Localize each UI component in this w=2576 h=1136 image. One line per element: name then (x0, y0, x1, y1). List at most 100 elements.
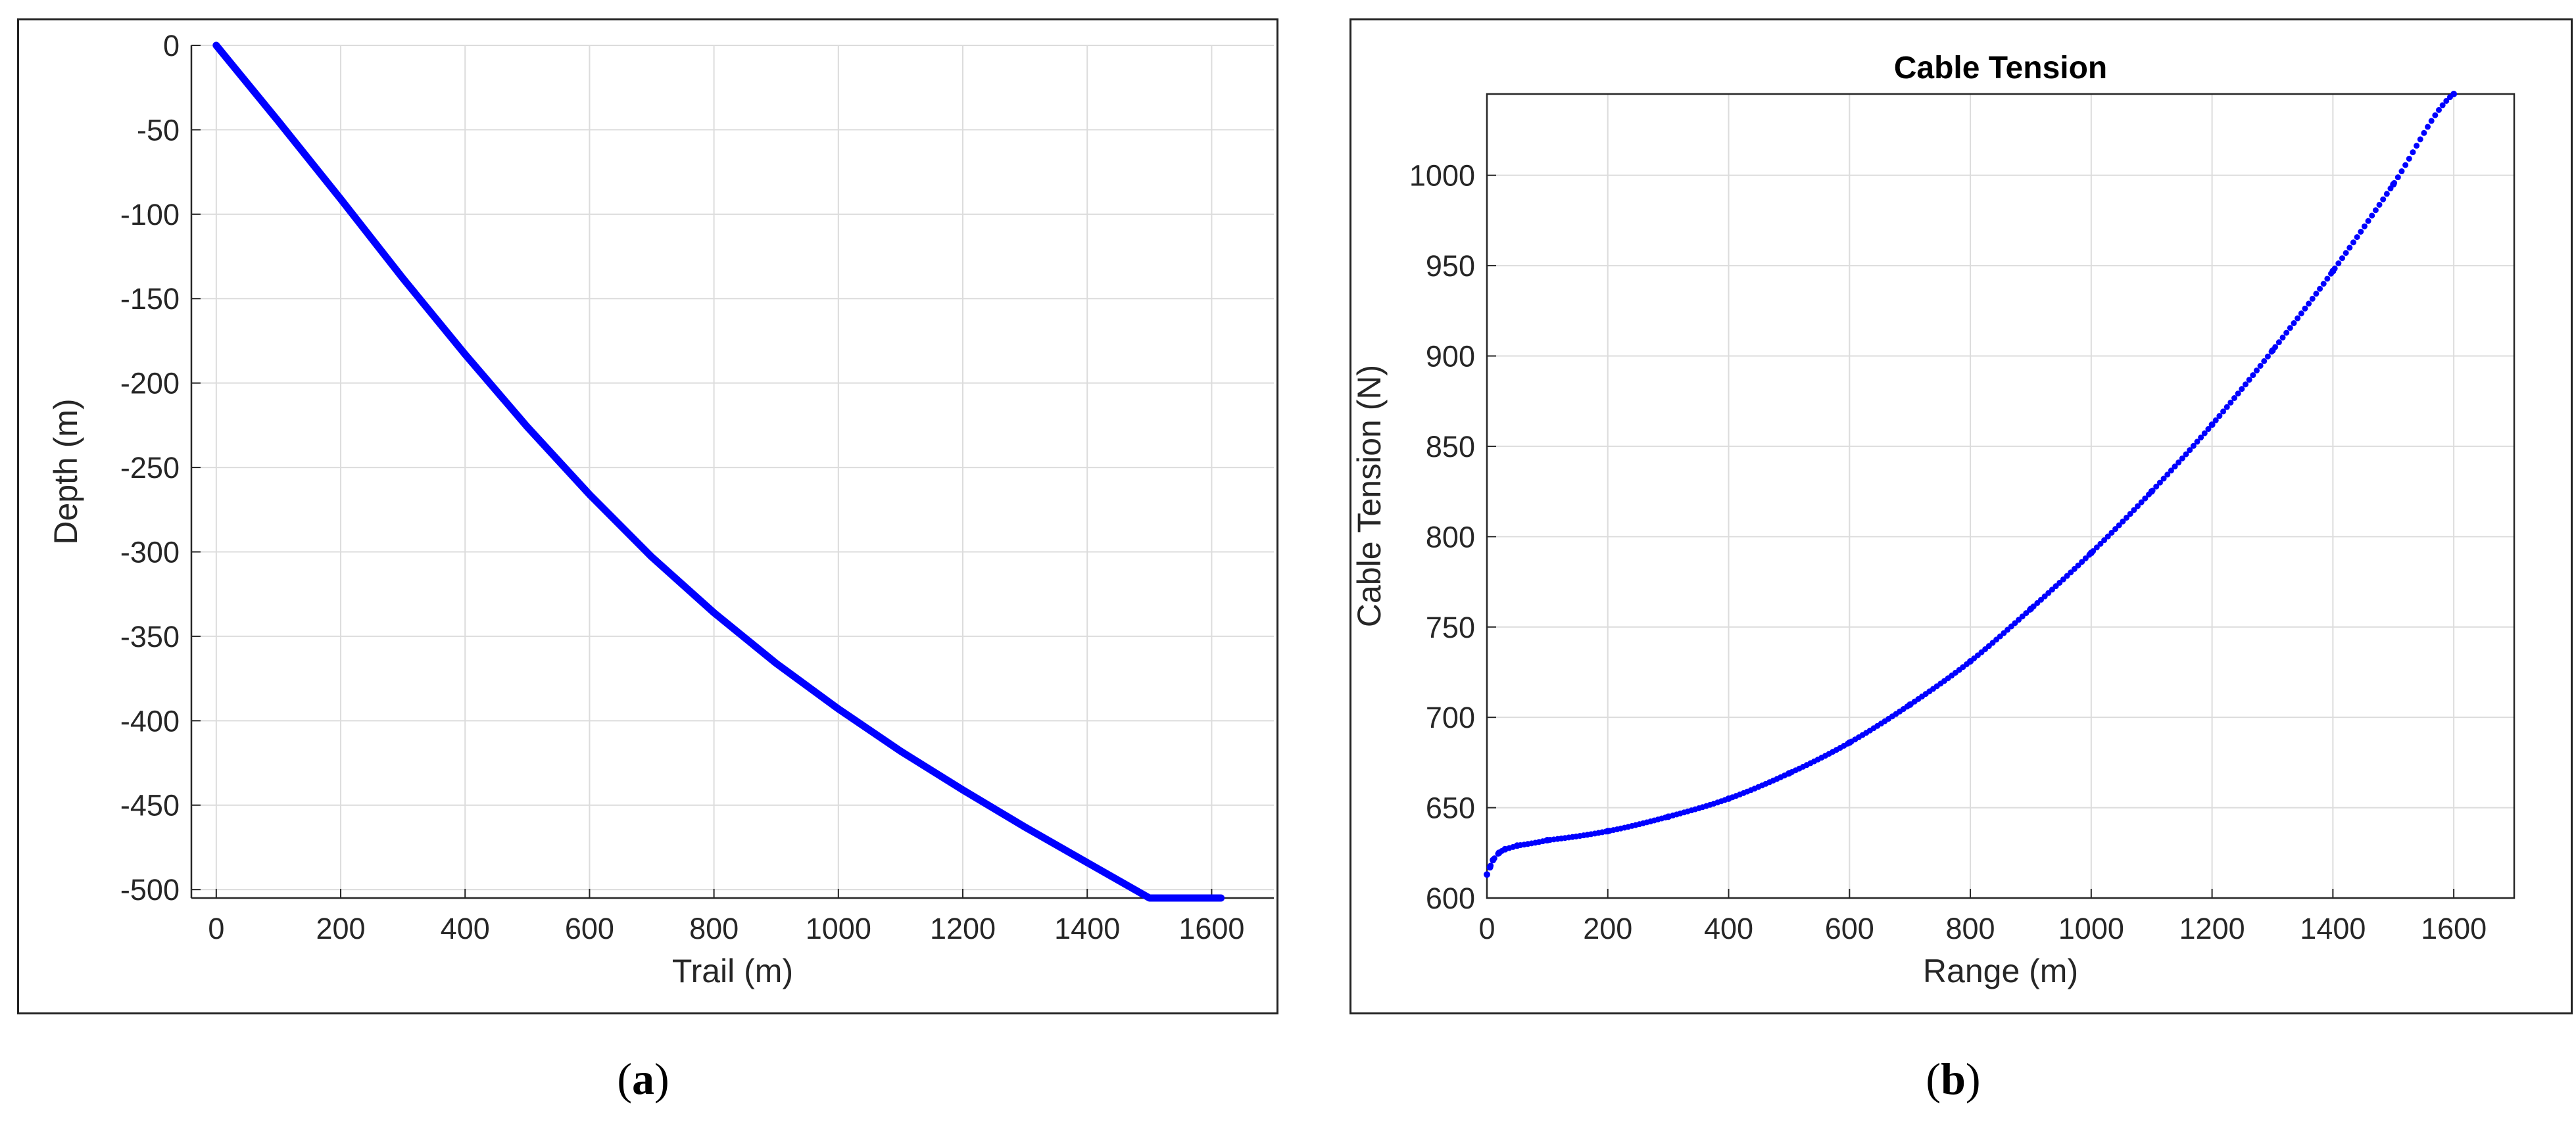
x-axis-label: Trail (m) (672, 953, 793, 989)
series-dot (2317, 285, 2323, 292)
series-dot (2205, 426, 2212, 433)
series-dot (2138, 499, 2145, 506)
series-dot (2369, 212, 2375, 219)
series-dot (2383, 191, 2390, 197)
series-point (589, 494, 590, 495)
caption-a-letter: a (632, 1054, 654, 1104)
series-dot (2298, 310, 2304, 317)
x-tick-label: 1400 (1054, 912, 1120, 945)
series-dot (2153, 483, 2160, 490)
series-point (775, 663, 777, 664)
series-dot (2295, 315, 2301, 321)
x-tick-label: 800 (1946, 912, 1995, 945)
series-dot (2086, 552, 2093, 558)
series-dot (2194, 438, 2200, 445)
series-dot (2093, 544, 2100, 551)
series-dot (2190, 442, 2197, 449)
series-dot (2261, 358, 2268, 364)
series-dot (2309, 295, 2316, 302)
series-dot (2272, 344, 2279, 350)
series-dot (2421, 130, 2427, 136)
y-axis-label: Depth (m) (47, 398, 84, 544)
series-dot (2358, 228, 2364, 235)
y-tick-label: -250 (120, 451, 180, 485)
series-dot (2376, 201, 2383, 208)
y-axis-label: Cable Tension (N) (1351, 365, 1388, 627)
chart-a: 0 200 400 600 800 1000 1200 1400 1600 0 -50 -100 -15… (47, 29, 1274, 989)
series-dot (2116, 522, 2122, 529)
series-dot (2056, 579, 2063, 586)
series-dot (2224, 404, 2230, 410)
series-point (464, 354, 466, 355)
series-dot (2242, 381, 2248, 388)
series-dot (2450, 91, 2457, 97)
series-dot (2064, 573, 2070, 579)
series-dot (2071, 565, 2078, 572)
series-point (278, 121, 279, 122)
series-dot (2406, 155, 2412, 162)
series-dot (2365, 218, 2371, 224)
series-dot (2391, 179, 2398, 186)
x-tick-label: 1000 (2058, 912, 2124, 945)
series-dot (2410, 149, 2416, 156)
series-dot (2235, 390, 2241, 397)
series-dot (2428, 118, 2435, 124)
caption-b-letter: b (1941, 1054, 1966, 1104)
y-tick-label: 600 (1426, 882, 1475, 915)
series-dot (2432, 112, 2439, 118)
series-dot (2108, 529, 2115, 536)
series-dot (1491, 855, 1497, 862)
series-dot (2414, 143, 2420, 149)
series-point (1149, 897, 1150, 899)
y-tick-label: -500 (120, 873, 180, 907)
series-dot (2283, 329, 2290, 336)
series-dot (2354, 234, 2360, 241)
y-tick-label: 700 (1426, 701, 1475, 734)
series-dot (2320, 281, 2327, 287)
series-dot (2187, 447, 2193, 454)
y-tick-label: 950 (1426, 249, 1475, 283)
x-tick-label: 1400 (2300, 912, 2366, 945)
series-dot (2417, 136, 2423, 143)
chart-panel-a: 0 200 400 600 800 1000 1200 1400 1600 0 -50 -100 -15… (17, 18, 1278, 1014)
series-dot (2394, 174, 2401, 181)
y-tick-label: -150 (120, 282, 180, 316)
series-dot (2216, 413, 2223, 419)
x-tick-label: 400 (1704, 912, 1753, 945)
series-dot (2101, 537, 2108, 544)
series-dot (2124, 514, 2130, 521)
chart-title: Cable Tension (1894, 51, 2108, 85)
x-axis-label: Range (m) (1923, 953, 2078, 989)
series-dot (2201, 430, 2208, 437)
series-dot (2127, 511, 2133, 517)
series-dot (2335, 260, 2342, 267)
x-tick-label: 1600 (2421, 912, 2487, 945)
y-tick-label: 750 (1426, 611, 1475, 644)
series-dot (2402, 162, 2409, 168)
x-tick-label: 1600 (1179, 912, 1244, 945)
series-dot (2160, 475, 2167, 482)
caption-a: (a) (617, 1054, 669, 1104)
series-dot (2053, 583, 2059, 590)
series-dot (2331, 265, 2338, 272)
series-dot (2287, 325, 2293, 331)
series-line (212, 41, 1225, 902)
series-dot (2268, 348, 2275, 355)
x-tick-label: 1200 (2179, 912, 2245, 945)
y-tick-label: 0 (163, 29, 180, 62)
series-dot (2082, 555, 2089, 561)
series-dot (2175, 459, 2182, 465)
caption-b: (b) (1926, 1054, 1981, 1104)
y-tick-label: -300 (120, 535, 180, 569)
y-tick-label: -50 (137, 113, 180, 147)
series-dot (2090, 548, 2097, 554)
series-point (402, 277, 404, 279)
series-dot (2339, 255, 2345, 262)
series-dot (2156, 479, 2163, 486)
x-tick-label: 200 (1583, 912, 1632, 945)
series-dot (2104, 533, 2111, 540)
series-dot (2231, 394, 2238, 401)
series-dot (1484, 871, 1490, 878)
chart-panel-b: 0 200 400 600 800 1000 1200 1400 1600 600 650 700 75… (1349, 18, 2573, 1014)
series-dot (2306, 300, 2312, 307)
